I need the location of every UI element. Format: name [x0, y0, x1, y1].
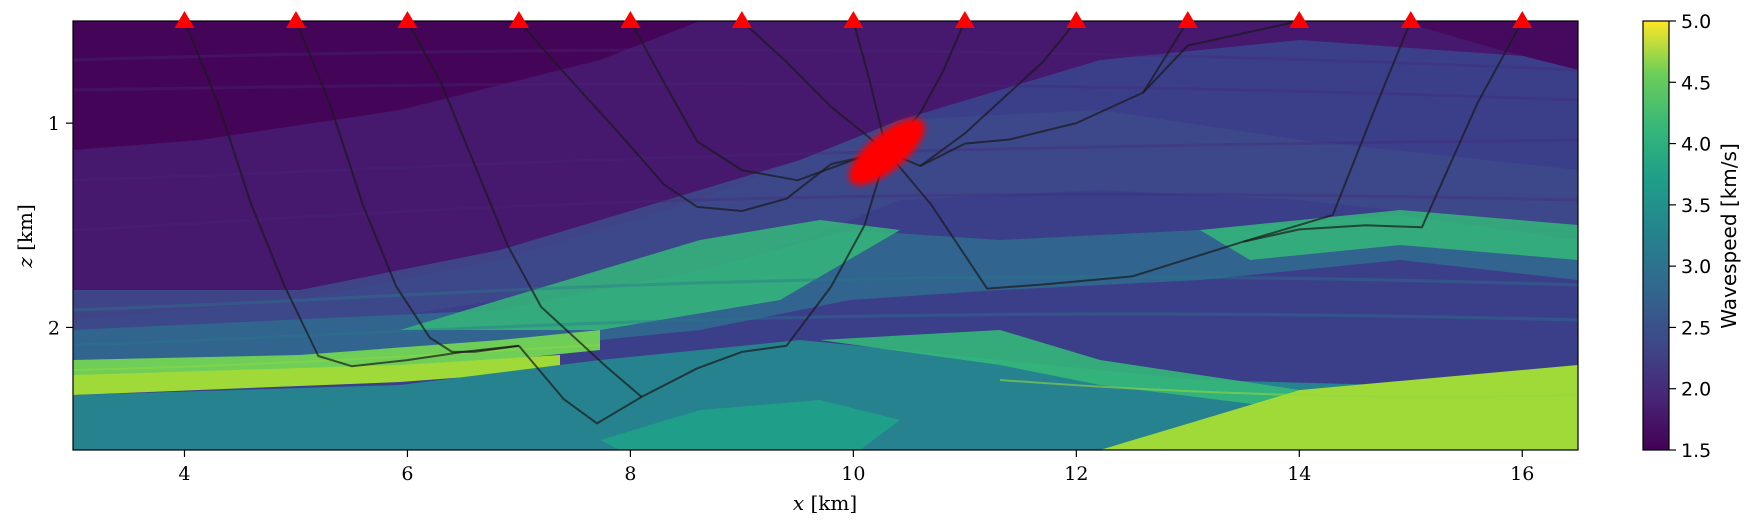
- receiver-triangle: [174, 11, 195, 28]
- ray-13: [919, 21, 1189, 167]
- x-tick-label: 12: [1064, 463, 1088, 485]
- colorbar-ticks: 1.5 2.0 2.5 3.0 3.5 4.0 4.5 5.0: [1669, 11, 1711, 462]
- x-axis: 4 6 8 10 12 14 16: [178, 450, 1534, 485]
- receiver-triangle: [1177, 11, 1198, 28]
- ray-10: [852, 21, 888, 152]
- receiver-triangle: [731, 11, 752, 28]
- x-tick-label: 10: [841, 463, 865, 485]
- x-tick-label: 8: [624, 463, 636, 485]
- colorbar-tick-label: 3.0: [1681, 256, 1711, 278]
- colorbar-tick-label: 2.0: [1681, 379, 1711, 401]
- receiver-triangle: [397, 11, 418, 28]
- y-axis: 12: [48, 113, 73, 339]
- receiver-triangle: [1512, 11, 1533, 28]
- y-tick-label: 2: [48, 317, 60, 339]
- receiver-triangle: [843, 11, 864, 28]
- receiver-triangle: [620, 11, 641, 28]
- receiver-triangle: [1066, 11, 1087, 28]
- x-axis-label-var: x: [793, 491, 804, 515]
- ray-5: [295, 21, 520, 353]
- x-tick-label: 4: [178, 463, 190, 485]
- y-axis-label: z [km]: [13, 204, 37, 269]
- receiver-triangle: [1400, 11, 1421, 28]
- colorbar-tick-label: 1.5: [1681, 440, 1711, 462]
- colorbar-tick-label: 5.0: [1681, 11, 1711, 33]
- ray-8: [629, 21, 888, 182]
- source-ellipse: [849, 118, 925, 185]
- x-tick-label: 16: [1510, 463, 1534, 485]
- y-axis-label-var: z: [13, 257, 37, 269]
- receiver-markers: [174, 11, 1533, 28]
- receiver-triangle: [285, 11, 306, 28]
- ray-12: [886, 21, 1078, 167]
- ray-7: [518, 21, 888, 212]
- ray-16: [1243, 21, 1524, 243]
- x-axis-label-unit: [km]: [804, 491, 857, 515]
- ray-conv: [518, 151, 888, 425]
- velocity-model: [73, 21, 1578, 450]
- ray-4: [183, 21, 520, 368]
- source-layer: [849, 118, 925, 185]
- x-tick-label: 6: [401, 463, 413, 485]
- colorbar-gradient: [1642, 20, 1670, 451]
- x-axis-label: x [km]: [793, 491, 857, 515]
- colorbar-tick-label: 2.5: [1681, 317, 1711, 339]
- colorbar-tick-label: 4.5: [1681, 72, 1711, 94]
- y-axis-label-unit: [km]: [13, 204, 37, 257]
- receiver-triangle: [1289, 11, 1310, 28]
- plot-frame: [72, 20, 1579, 451]
- x-tick-label: 14: [1287, 463, 1311, 485]
- ray-6: [406, 21, 643, 398]
- receiver-triangle: [954, 11, 975, 28]
- ray-paths: [183, 21, 1524, 425]
- colorbar-tick-label: 3.5: [1681, 195, 1711, 217]
- colorbar-title: Wavespeed [km/s]: [1717, 143, 1741, 329]
- receiver-triangle: [508, 11, 529, 28]
- ray-14: [1142, 21, 1300, 94]
- ray-15: [886, 21, 1412, 290]
- colorbar-tick-label: 4.0: [1681, 134, 1711, 156]
- y-tick-label: 1: [48, 113, 60, 135]
- colorbar: 1.5 2.0 2.5 3.0 3.5 4.0 4.5 5.0 Wavespeed [km/s…: [1642, 11, 1741, 462]
- ray-9: [741, 21, 888, 153]
